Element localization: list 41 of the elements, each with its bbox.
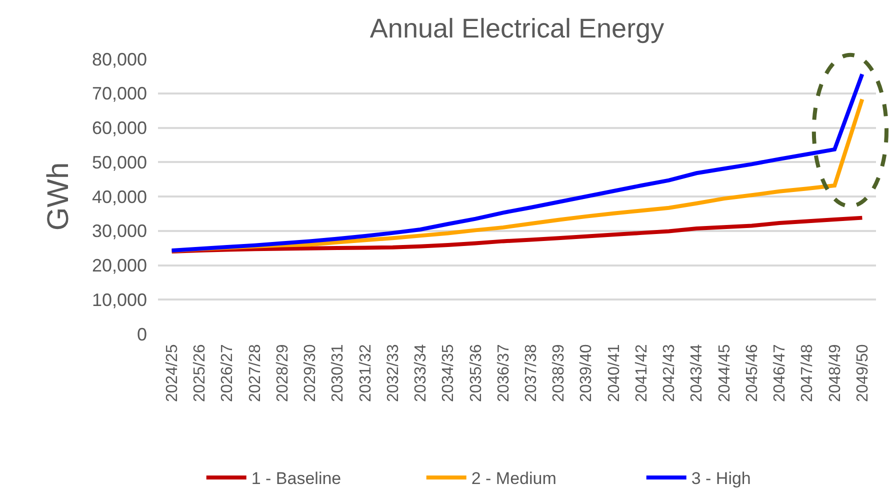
x-tick-label: 2038/39 [550,344,568,402]
x-tick-label: 2048/49 [826,344,844,402]
legend-label: 3 - High [691,469,751,488]
chart-title: Annual Electrical Energy [370,13,665,44]
x-tick-label: 2037/38 [523,344,540,402]
x-tick-label: 2027/28 [246,344,264,402]
x-tick-label: 2034/35 [440,344,458,402]
legend-label: 2 - Medium [471,469,556,488]
x-tick-label: 2031/32 [357,344,374,402]
x-tick-label: 2024/25 [164,344,182,402]
y-tick-label: 60,000 [92,118,147,138]
x-tick-label: 2045/46 [744,344,761,402]
x-tick-label: 2036/37 [495,344,512,402]
legend-label: 1 - Baseline [251,469,342,488]
x-tick-label: 2028/29 [274,344,292,402]
x-tick-label: 2044/45 [716,344,734,402]
y-tick-label: 0 [136,324,147,344]
x-tick-label: 2041/42 [633,344,650,402]
y-tick-label: 70,000 [92,84,147,104]
x-tick-label: 2025/26 [192,344,209,402]
y-tick-label: 30,000 [92,221,147,242]
x-tick-label: 2049/50 [854,344,872,402]
x-tick-label: 2033/34 [412,344,430,402]
x-tick-label: 2046/47 [772,344,789,402]
x-tick-label: 2042/43 [661,344,678,402]
x-tick-label: 2039/40 [578,344,596,402]
y-tick-label: 50,000 [92,152,147,172]
line-series [170,216,864,254]
y-axis-title: GWh [42,162,75,231]
y-tick-label: 10,000 [92,290,147,310]
y-tick-label: 40,000 [92,186,147,207]
y-tick-label: 80,000 [92,49,147,70]
x-tick-label: 2035/36 [468,344,485,402]
x-tick-label: 2026/27 [219,344,236,402]
x-tick-label: 2047/48 [799,344,816,402]
x-tick-label: 2040/41 [606,344,623,402]
x-tick-label: 2032/33 [384,344,402,402]
x-tick-label: 2043/44 [688,344,706,402]
y-tick-label: 20,000 [92,256,147,276]
x-tick-label: 2029/30 [302,344,320,402]
x-tick-label: 2030/31 [330,344,347,402]
